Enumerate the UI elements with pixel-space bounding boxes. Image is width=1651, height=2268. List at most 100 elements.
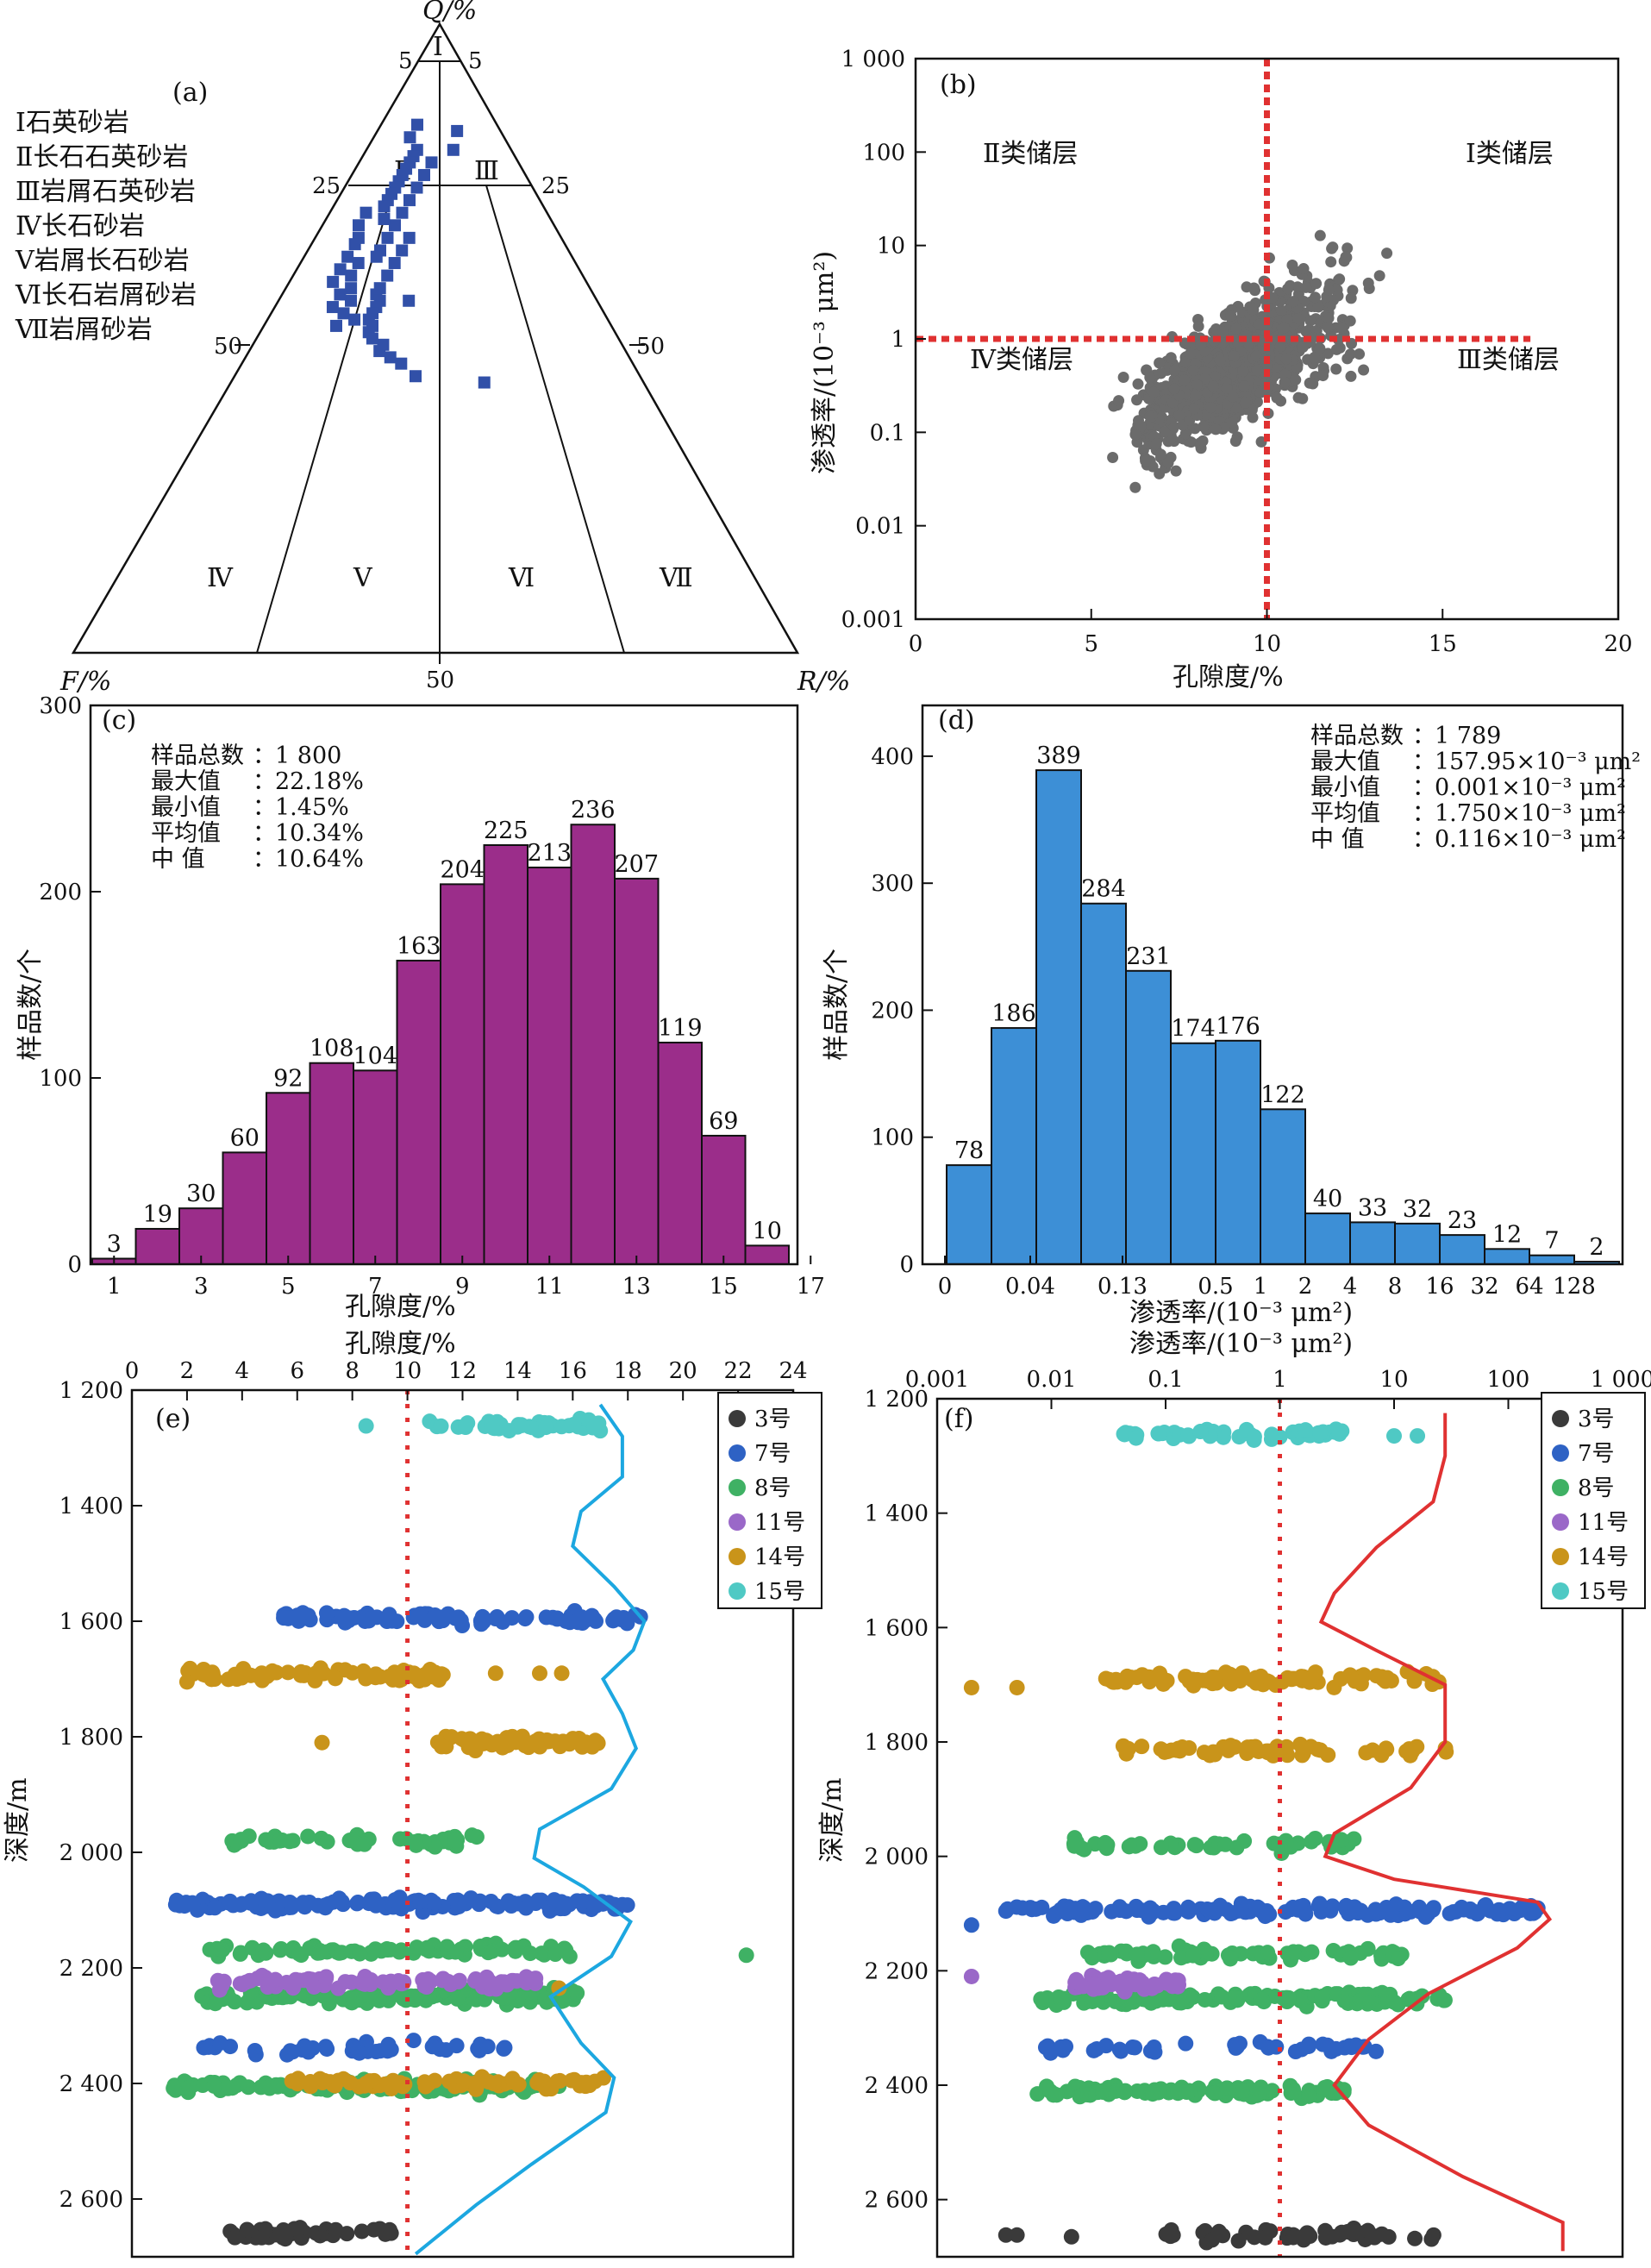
depth-point (195, 2077, 211, 2094)
scatter-point (1167, 423, 1179, 435)
scatter-point (1221, 382, 1233, 394)
depth-point (559, 1895, 575, 1912)
scatter-point (1129, 481, 1141, 493)
panel-b-ylabel: 渗透率/(10⁻³ μm²) (810, 251, 840, 474)
legend-entry: 8号 (1578, 1475, 1615, 1501)
depth-point (1278, 1904, 1294, 1920)
ternary-point-12 (403, 194, 416, 207)
ternary-point-30 (366, 332, 378, 345)
depth-point (406, 1834, 422, 1851)
legend-rock-6: Ⅵ长石岩屑砂岩 (15, 280, 197, 310)
depth-point (1315, 2036, 1331, 2052)
depth-point (1116, 2084, 1133, 2101)
depth-point-outlier (963, 1968, 979, 1984)
depth-point (1054, 1993, 1070, 2009)
stat-key: 中 值 (1310, 826, 1365, 853)
panel-a-ternary-plot: Q/% F/% R/% (a) 5 5 25 25 50 50 50 Ⅰ Ⅱ Ⅲ… (15, 0, 850, 697)
depth-point (1233, 1902, 1249, 1919)
x-tick-label: 0.04 (1005, 1274, 1055, 1300)
ternary-divider-left (256, 185, 395, 654)
y-tick-label: 0 (899, 1252, 914, 1278)
legend-marker (729, 1444, 746, 1462)
depth-point (433, 1418, 449, 1434)
depth-point (233, 1832, 249, 1848)
legend-rock-7: Ⅶ岩屑砂岩 (15, 315, 153, 345)
panel-f-xlabel: 渗透率/(10⁻³ μm²) (1129, 1329, 1353, 1359)
bar-value-label: 12 (1492, 1221, 1522, 1248)
ternary-point-19 (396, 244, 409, 257)
depth-point-outlier (553, 1665, 570, 1682)
depth-point (1204, 1676, 1221, 1692)
x-tick-label: 11 (535, 1274, 564, 1300)
ternary-point-14 (389, 219, 401, 232)
legend-entry: 7号 (754, 1441, 791, 1467)
depth-point (563, 2072, 579, 2089)
scatter-point (1291, 281, 1304, 293)
depth-point (1173, 1995, 1190, 2011)
depth-point (1390, 1951, 1406, 1967)
depth-point (537, 1990, 553, 2007)
scatter-point (1140, 454, 1152, 467)
scatter-point (1190, 389, 1202, 401)
scatter-point (1373, 270, 1385, 282)
ternary-point-53 (348, 238, 361, 251)
ternary-tick-label-50-base: 50 (426, 667, 454, 693)
y-tick-label: 2 400 (865, 2073, 929, 2099)
stat-key: 平均值 (151, 820, 221, 847)
scatter-point (1322, 321, 1334, 333)
legend-rock-2: Ⅱ长石石英砂岩 (16, 142, 188, 172)
scatter-point (1275, 304, 1287, 316)
depth-point-outlier (358, 1418, 374, 1434)
y-tick-label: 400 (871, 744, 914, 770)
histogram-bar (946, 1164, 992, 1266)
panel-c-porosity-histogram: 3193060921081041632042252132362071196910… (16, 693, 825, 1322)
panel-d-frame (921, 704, 1624, 1266)
depth-point (519, 1975, 535, 1991)
panel-b-label: (b) (940, 70, 977, 100)
depth-point (366, 2221, 382, 2238)
scatter-point (1166, 397, 1179, 409)
scatter-point (1188, 403, 1200, 415)
scatter-point (1191, 379, 1203, 391)
stat-key: 最大值 (1310, 749, 1380, 775)
legend-marker (729, 1410, 746, 1427)
x-tick-label: 16 (1425, 1274, 1454, 1300)
stat-colon: ： (253, 846, 276, 873)
ternary-point-15 (381, 231, 394, 244)
depth-point (547, 1946, 564, 1963)
depth-point (319, 2040, 335, 2057)
histogram-bar (309, 1062, 354, 1265)
scatter-point (1154, 448, 1166, 460)
bar-value-label: 104 (353, 1043, 397, 1069)
scatter-point (1162, 457, 1174, 469)
bar-value-label: 174 (1171, 1016, 1216, 1043)
depth-point (328, 2221, 344, 2238)
panel-f-axes: 0.001 0.01 0.1 1 10 100 1 000 1 200 1 400 1 600 1 … (865, 1367, 1651, 2214)
depth-point (1373, 2226, 1390, 2242)
depth-point (1098, 1834, 1114, 1851)
x-tick-label: 8 (345, 1358, 360, 1384)
scatter-point (1325, 256, 1337, 268)
scatter-point (1154, 357, 1166, 369)
stat-value: 22.18% (275, 768, 364, 795)
depth-point (276, 2226, 292, 2242)
depth-point (1185, 1947, 1202, 1964)
depth-point (1179, 1427, 1196, 1444)
depth-point (1388, 1896, 1404, 1913)
depth-point (552, 2072, 568, 2089)
y-tick-label: 100 (862, 140, 905, 166)
legend-entry: 3号 (754, 1407, 791, 1432)
bar-value-label: 108 (310, 1036, 354, 1062)
x-tick-label: 0 (909, 631, 923, 657)
depth-point (588, 1897, 604, 1914)
ternary-point-46 (348, 313, 361, 326)
depth-point (1192, 1424, 1209, 1440)
depth-point (538, 1419, 554, 1436)
bar-value-label: 30 (186, 1181, 216, 1207)
stat-colon: ： (1412, 774, 1435, 801)
histogram-bar (1215, 1039, 1261, 1266)
bar-value-label: 119 (658, 1015, 703, 1042)
ternary-point-45 (326, 301, 339, 314)
